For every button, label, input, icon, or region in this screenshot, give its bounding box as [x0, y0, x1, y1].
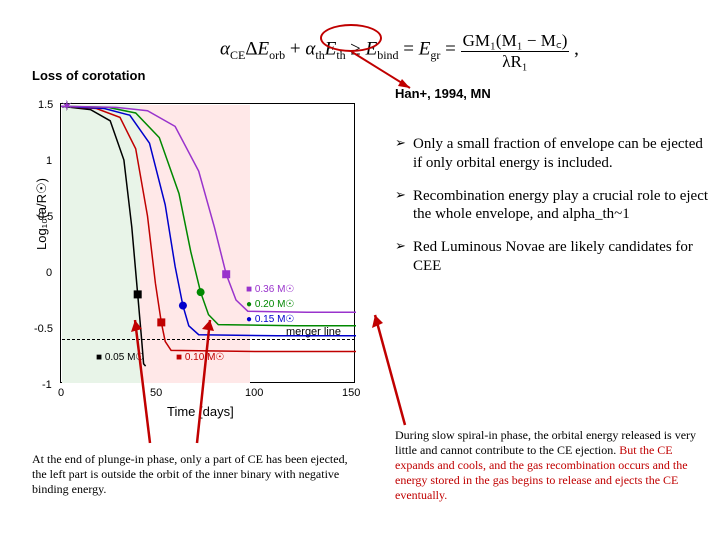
bullet-2: Recombination energy play a crucial role… — [395, 187, 710, 225]
svg-text:✶: ✶ — [61, 99, 73, 114]
han-citation-label: Han+, 1994, MN — [395, 86, 491, 101]
ytick-1: 1 — [46, 155, 52, 167]
ytick-0: 0 — [46, 267, 52, 279]
bottom-left-paragraph: At the end of plunge-in phase, only a pa… — [32, 452, 352, 497]
ytick-15: 1.5 — [38, 99, 53, 111]
ytick--05: -0.5 — [34, 323, 53, 335]
arrow-plunge-end-2 — [192, 315, 232, 445]
arrow-plunge-end-1 — [130, 315, 170, 445]
bottom-right-paragraph: During slow spiral-in phase, the orbital… — [395, 428, 703, 503]
eq-fraction-num: GM₁(M₁ − M꜀) — [461, 28, 570, 52]
arrow-slow-spiral — [370, 310, 430, 430]
legend-0p20: ● 0.20 M☉ — [246, 299, 294, 310]
key-points-list: Only a small fraction of envelope can be… — [395, 135, 710, 290]
loss-of-corotation-label: Loss of corotation — [32, 68, 145, 83]
xtick-100: 100 — [245, 387, 263, 399]
bullet-3: Red Luminous Novae are likely candidates… — [395, 238, 710, 276]
ytick-05: 0.5 — [38, 211, 53, 223]
bullet-1: Only a small fraction of envelope can be… — [395, 135, 710, 173]
legend-0p36: ■ 0.36 M☉ — [246, 284, 294, 295]
alpha-th-highlight-oval — [320, 24, 382, 52]
ytick--1: -1 — [42, 379, 52, 391]
eq-fraction-den: λR₁ — [461, 52, 570, 72]
xtick-0: 0 — [58, 387, 64, 399]
xtick-150: 150 — [342, 387, 360, 399]
legend-0p15: ● 0.15 M☉ — [246, 314, 294, 325]
